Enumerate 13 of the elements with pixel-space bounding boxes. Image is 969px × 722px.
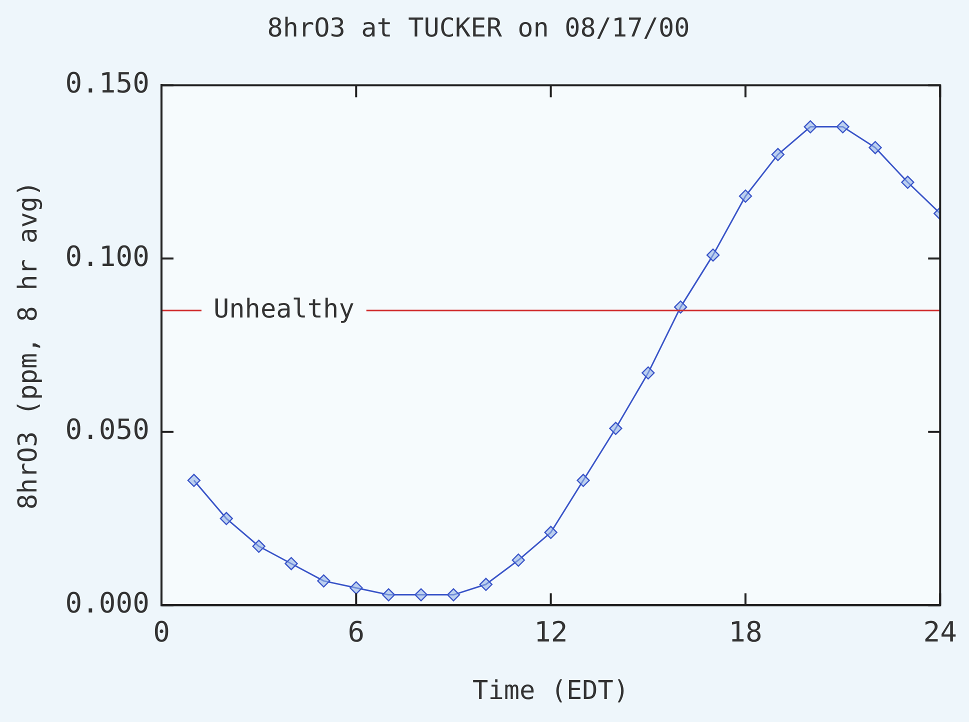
x-tick-label: 6: [348, 615, 365, 648]
x-tick-label: 12: [534, 615, 568, 648]
y-tick-label: 0.100: [65, 240, 150, 273]
x-tick-label: 24: [923, 615, 957, 648]
ref-line-label: Unhealthy: [213, 294, 354, 324]
y-tick-label: 0.000: [65, 586, 150, 620]
y-tick-label: 0.150: [65, 66, 150, 100]
chart-title: 8hrO3 at TUCKER on 08/17/00: [267, 13, 690, 44]
y-axis-title: 8hrO3 (ppm, 8 hr avg): [13, 180, 44, 510]
x-tick-label: 0: [153, 615, 170, 648]
x-axis-title: Time (EDT): [472, 676, 630, 706]
y-tick-label: 0.050: [65, 413, 150, 446]
x-tick-label: 18: [728, 615, 762, 648]
